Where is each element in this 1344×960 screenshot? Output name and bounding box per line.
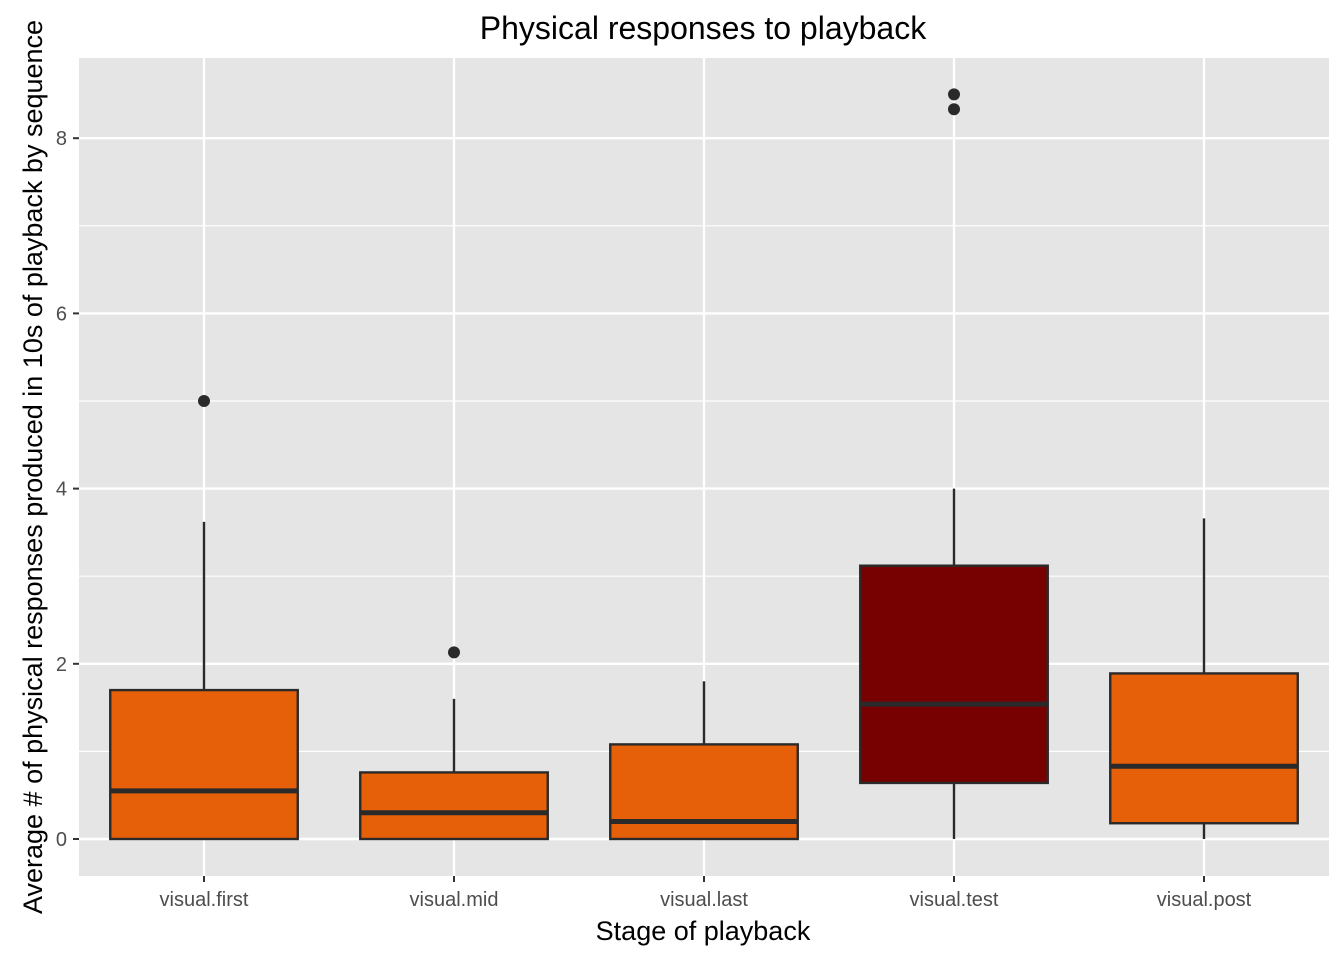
box-body [609, 743, 799, 841]
box-visual.test [859, 88, 1049, 839]
y-tick-label: 4 [56, 479, 67, 501]
x-tick-label: visual.test [910, 889, 999, 911]
box-body [359, 771, 549, 841]
chart-title: Physical responses to playback [480, 10, 927, 46]
y-tick-label: 2 [56, 654, 67, 676]
x-tick-label: visual.mid [410, 889, 499, 911]
y-axis-label: Average # of physical responses produced… [18, 20, 48, 914]
y-tick-label: 8 [56, 128, 67, 150]
x-tick-label: visual.first [160, 889, 249, 911]
box-visual.first [109, 395, 299, 841]
x-axis-label: Stage of playback [596, 916, 811, 946]
box-body [109, 688, 299, 841]
outlier-point [948, 88, 960, 101]
y-tick-label: 6 [56, 303, 67, 325]
outlier-point [948, 103, 960, 116]
x-axis: visual.first visual.mid visual.last visual.… [160, 876, 1252, 911]
box-visual.post [1109, 518, 1299, 839]
box-visual.last [609, 681, 799, 841]
box-body [859, 564, 1049, 785]
x-tick-label: visual.last [660, 889, 748, 911]
box-body [1109, 672, 1299, 825]
boxes [109, 88, 1299, 841]
y-axis: 0 2 4 6 8 [56, 128, 79, 851]
x-tick-label: visual.post [1157, 889, 1252, 911]
outlier-point [198, 395, 210, 407]
outlier-point [448, 646, 460, 659]
y-tick-label: 0 [56, 829, 67, 851]
box-visual.mid [359, 646, 549, 841]
